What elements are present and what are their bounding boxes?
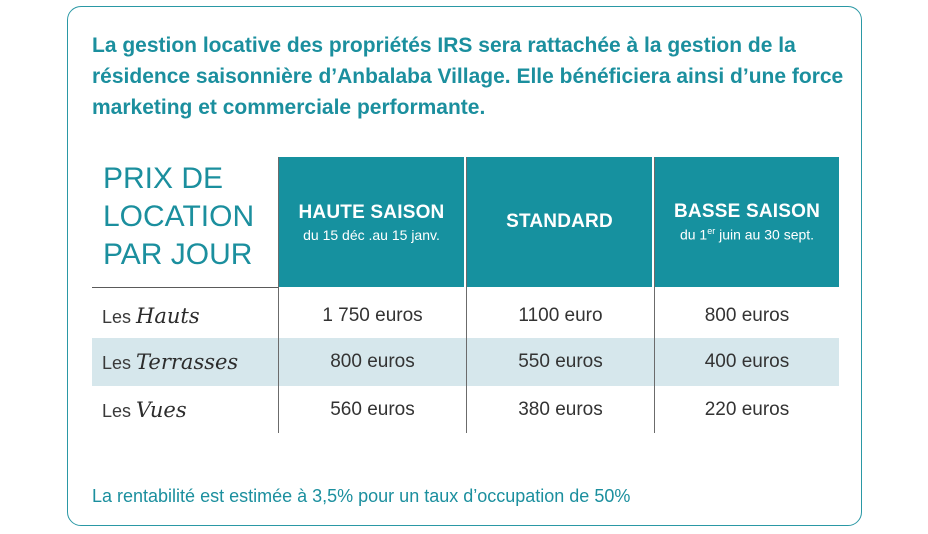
row-prefix: Les bbox=[102, 401, 132, 421]
table-title-line: LOCATION bbox=[103, 200, 255, 233]
header-period: du 15 déc .au 15 janv. bbox=[303, 227, 440, 243]
table-top-rule bbox=[92, 287, 279, 288]
header-period: du 1er juin au 30 sept. bbox=[680, 226, 814, 243]
price-cell: 220 euros bbox=[704, 399, 790, 420]
table-row: Les Terrasses 800 euros 550 euros 400 eu… bbox=[92, 338, 839, 386]
price-cell: 800 euros bbox=[330, 351, 415, 372]
row-label: Les Vues bbox=[102, 386, 187, 434]
header-period-text: du 15 déc .au 15 janv. bbox=[303, 226, 440, 243]
header-period-text: du 1 bbox=[679, 226, 708, 243]
row-label: Les Hauts bbox=[102, 292, 200, 340]
table-title-line: PRIX DE bbox=[103, 162, 224, 195]
header-period-text: juin au 30 sept. bbox=[715, 226, 815, 243]
column-divider bbox=[654, 157, 655, 433]
price-cell: 550 euros bbox=[518, 351, 603, 372]
price-cell: 800 euros bbox=[704, 305, 790, 326]
header-period-sup: er bbox=[707, 226, 716, 237]
column-divider bbox=[466, 157, 467, 433]
row-name: Terrasses bbox=[136, 350, 239, 374]
row-label: Les Terrasses bbox=[102, 338, 238, 386]
info-card bbox=[67, 6, 862, 526]
header-haute-saison: HAUTE SAISON du 15 déc .au 15 janv. bbox=[279, 157, 464, 287]
price-cell: 1 750 euros bbox=[322, 305, 423, 326]
table-row: Les Vues 560 euros 380 euros 220 euros bbox=[92, 386, 839, 434]
price-cell: 400 euros bbox=[704, 351, 790, 372]
price-cell: 380 euros bbox=[518, 399, 603, 420]
header-label: BASSE SAISON bbox=[674, 201, 820, 223]
price-cell: 560 euros bbox=[330, 399, 415, 420]
row-name: Hauts bbox=[136, 304, 200, 328]
table-title-line: PAR JOUR bbox=[103, 238, 253, 271]
row-name: Vues bbox=[136, 398, 187, 422]
header-basse-saison: BASSE SAISON du 1er juin au 30 sept. bbox=[655, 157, 839, 287]
header-label: STANDARD bbox=[506, 211, 613, 232]
row-prefix: Les bbox=[102, 307, 132, 327]
row-prefix: Les bbox=[102, 353, 132, 373]
header-label: HAUTE SAISON bbox=[298, 201, 445, 223]
column-divider bbox=[278, 157, 279, 433]
table-row: Les Hauts 1 750 euros 1100 euro 800 euro… bbox=[92, 292, 839, 340]
footer-note: La rentabilité est estimée à 3,5% pour u… bbox=[92, 486, 631, 506]
intro-paragraph: La gestion locative des propriétés IRS s… bbox=[92, 34, 844, 119]
price-cell: 1100 euro bbox=[518, 305, 603, 326]
header-standard: STANDARD bbox=[467, 157, 652, 287]
table-title: PRIX DE LOCATION PAR JOUR bbox=[103, 160, 273, 274]
